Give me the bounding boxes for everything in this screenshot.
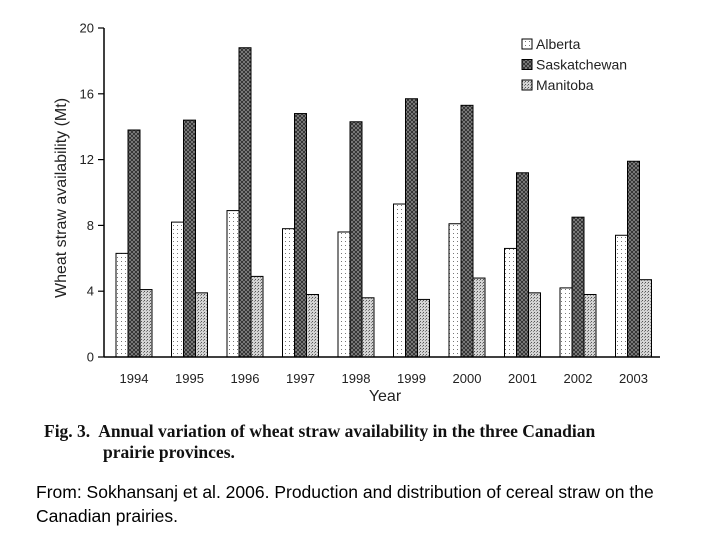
x-tick-label: 2002 [564,371,593,386]
bar-alberta-1995 [171,221,184,358]
bar-saskatchewan-1999 [405,98,418,358]
y-tick-label: 16 [80,86,94,101]
bar-chart: 0 4 8 12 16 20 1994 1995 1996 1997 1998 1999 2000 200… [53,21,660,405]
bar-saskatchewan-1997 [294,113,307,358]
x-tick-label: 1998 [342,371,371,386]
y-tick-label: 20 [80,21,94,36]
bar-saskatchewan-1994 [127,129,141,358]
bar-alberta-1994 [115,252,129,358]
figure-caption-line1: Annual variation of wheat straw availabi… [98,421,596,441]
legend-label-manitoba: Manitoba [536,77,594,93]
legend: Alberta Saskatchewan Manitoba [521,36,627,93]
y-axis-title: Wheat straw availability (Mt) [53,98,70,298]
y-tick-label: 0 [87,350,94,365]
bar-manitoba-2000 [472,277,486,358]
bar-manitoba-2003 [639,279,652,358]
bar-saskatchewan-2000 [460,104,474,358]
bar-manitoba-1994 [139,289,153,358]
bar-manitoba-1996 [250,275,264,358]
legend-swatch-alberta [521,38,533,50]
bar-alberta-1998 [337,231,351,358]
bar-saskatchewan-2002 [571,216,585,358]
bar-alberta-1996 [226,210,240,358]
bar-manitoba-2002 [583,293,597,358]
bar-saskatchewan-2001 [516,172,529,358]
x-tick-label: 2003 [619,371,648,386]
bars-layer [115,47,652,358]
x-axis-title: Year [369,388,402,405]
bar-manitoba-2001 [528,292,541,358]
x-tick-label: 1994 [120,371,149,386]
bar-manitoba-1997 [306,293,319,358]
bar-alberta-2000 [448,223,462,358]
y-tick-label: 8 [87,218,94,233]
x-tick-label: 1995 [175,371,204,386]
x-tick-label: 1997 [286,371,315,386]
bar-saskatchewan-1998 [349,121,363,358]
axes-layer [103,28,660,358]
figure-caption-label: Fig. 3. [44,421,91,441]
legend-swatch-manitoba [521,79,533,91]
figure-caption-line2: prairie provinces. [103,442,235,462]
bar-saskatchewan-1995 [183,119,196,358]
legend-label-alberta: Alberta [536,36,581,52]
bar-alberta-2003 [615,234,628,358]
bar-alberta-2001 [504,247,517,358]
bar-alberta-2002 [559,287,573,358]
x-tick-label: 1999 [397,371,426,386]
bar-saskatchewan-2003 [627,160,640,358]
figure-caption: Fig. 3. Annual variation of wheat straw a… [44,421,684,463]
x-tick-label: 2001 [508,371,537,386]
source-note: From: Sokhansanj et al. 2006. Production… [36,482,654,526]
bar-alberta-1997 [282,228,295,358]
bar-saskatchewan-1996 [238,47,252,358]
y-tick-label: 4 [87,284,94,299]
legend-swatch-saskatchewan [521,59,533,70]
legend-label-saskatchewan: Saskatchewan [536,57,627,73]
bar-manitoba-1995 [195,292,208,358]
bar-manitoba-1998 [361,297,375,358]
y-tick-label: 12 [80,152,94,167]
x-tick-label: 1996 [231,371,260,386]
bar-alberta-1999 [393,203,406,358]
bar-manitoba-1999 [417,298,430,358]
ticks-layer: 0 4 8 12 16 20 1994 1995 1996 1997 1998 1999 2000 200… [80,21,648,387]
figure: 0 4 8 12 16 20 1994 1995 1996 1997 1998 1999 2000 200… [53,21,660,405]
x-tick-label: 2000 [453,371,482,386]
